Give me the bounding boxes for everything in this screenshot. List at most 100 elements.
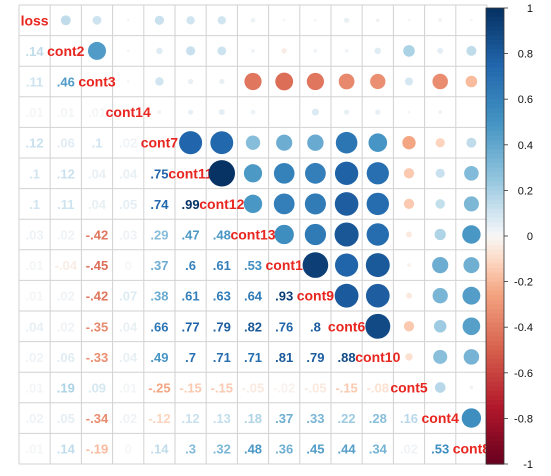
diagonal-label-loss: loss — [21, 12, 49, 28]
corr-circle-cont3-cont11 — [187, 78, 194, 85]
corr-value-cont8-cont11: .3 — [185, 442, 196, 457]
corr-value-cont9-cont12: .63 — [213, 289, 231, 304]
colorbar-segment — [486, 222, 504, 228]
corr-value-cont6-cont9: .8 — [310, 319, 321, 334]
corr-circle-cont1-cont6 — [335, 253, 359, 277]
diagonal-label-cont12: cont12 — [199, 196, 244, 212]
colorbar-segment — [486, 208, 504, 214]
corr-circle-cont7-cont6 — [335, 131, 358, 154]
colorbar-segment — [486, 8, 504, 14]
corr-value-cont10-cont1: .81 — [275, 350, 293, 365]
corr-circle-cont2-cont12 — [217, 46, 227, 56]
corr-value-cont5-cont13: -.05 — [242, 381, 264, 396]
corr-circle-loss-cont3 — [92, 15, 102, 25]
corr-circle-cont14-cont9 — [311, 108, 319, 116]
corr-value-cont7-cont14: .02 — [119, 136, 137, 151]
corr-value-cont4-cont2: .05 — [57, 411, 75, 426]
corr-value-cont4-cont12: .13 — [213, 411, 231, 426]
colorbar-tick-label: -0.8 — [514, 413, 533, 425]
colorbar-segment — [486, 94, 504, 100]
corr-circle-cont7-cont9 — [307, 134, 324, 151]
corr-circle-cont3-cont1 — [275, 72, 294, 91]
corr-value-cont5-loss: .01 — [26, 381, 44, 396]
corr-value-cont4-cont11: .12 — [182, 411, 200, 426]
corr-circle-loss-cont9 — [314, 18, 317, 22]
corr-value-cont13-cont3: -.42 — [86, 228, 108, 243]
corr-circle-cont7-cont13 — [245, 135, 261, 150]
corr-value-cont13-cont14: .03 — [119, 228, 137, 243]
colorbar-segment — [486, 454, 504, 461]
corr-value-cont2-loss: .14 — [26, 44, 45, 59]
corr-circle-cont13-cont4 — [434, 228, 446, 241]
corr-circle-cont1-cont8 — [463, 257, 480, 274]
corr-value-cont5-cont1: -.02 — [273, 381, 295, 396]
colorbar-segment — [486, 76, 504, 82]
corr-circle-cont2-cont5 — [403, 45, 415, 57]
corr-value-cont7-loss: .12 — [26, 136, 44, 151]
corr-circle-loss-cont8 — [470, 18, 473, 22]
colorbar-segment — [486, 71, 504, 77]
corr-value-cont7-cont3: .1 — [92, 136, 103, 151]
colorbar-segment — [486, 322, 504, 328]
corr-circle-loss-cont11 — [186, 16, 195, 25]
colorbar-segment — [486, 240, 504, 246]
colorbar-segment — [486, 336, 504, 342]
colorbar-segment — [486, 30, 504, 36]
colorbar-segment — [486, 272, 504, 278]
corr-circle-cont5-cont8 — [469, 385, 474, 390]
corr-value-cont9-cont7: .38 — [150, 289, 168, 304]
colorbar-segment — [486, 327, 504, 333]
diagonal-label-cont3: cont3 — [78, 74, 116, 90]
colorbar-segment — [486, 181, 504, 187]
corr-value-cont6-cont12: .79 — [213, 319, 231, 334]
colorbar-segment — [486, 432, 504, 438]
colorbar-segment — [486, 172, 504, 178]
corr-circle-cont11-cont12 — [208, 160, 236, 187]
diagonal-label-cont4: cont4 — [422, 410, 460, 426]
corr-circle-cont14-cont11 — [187, 109, 194, 115]
corr-value-cont8-cont9: .45 — [306, 442, 324, 457]
colorbar-segment — [486, 217, 504, 223]
colorbar-segment — [486, 131, 504, 137]
corr-circle-cont7-cont12 — [210, 131, 234, 155]
colorbar-segment — [486, 117, 504, 123]
corr-circle-cont14-cont8 — [470, 111, 472, 113]
corr-value-cont4-cont9: .33 — [306, 411, 324, 426]
colorbar-segment — [486, 445, 504, 451]
colorbar-segment — [486, 144, 504, 150]
corr-value-cont11-cont14: .04 — [119, 166, 138, 181]
colorbar-segment — [486, 149, 504, 155]
corr-value-cont4-cont10: .28 — [369, 411, 387, 426]
corr-circle-cont2-cont8 — [466, 45, 477, 56]
corr-circle-loss-cont6 — [343, 17, 350, 23]
corr-value-cont10-cont7: .49 — [150, 350, 168, 365]
corr-value-cont12-cont2: .11 — [57, 197, 74, 212]
corr-circle-cont13-cont9 — [304, 223, 327, 246]
corr-value-cont9-cont1: .93 — [275, 289, 293, 304]
diagonal-label-cont1: cont1 — [266, 257, 304, 273]
colorbar-segment — [486, 263, 504, 269]
corr-value-cont1-cont14: 0 — [125, 258, 132, 273]
colorbar-segment — [486, 331, 504, 337]
corr-circle-cont12-cont4 — [435, 199, 445, 209]
colorbar-segment — [486, 313, 504, 319]
colorbar-segment — [486, 295, 504, 301]
corr-circle-cont14-cont6 — [343, 109, 350, 115]
colorbar-segment — [486, 459, 504, 465]
corr-value-cont5-cont6: -.15 — [335, 381, 357, 396]
corr-circle-cont14-cont7 — [157, 110, 162, 114]
corr-circle-cont12-cont9 — [304, 193, 326, 215]
colorbar-tick-label: 0.2 — [518, 185, 533, 197]
diagonal-label-cont7: cont7 — [141, 135, 179, 151]
colorbar-segment — [486, 304, 504, 310]
corr-value-cont10-cont3: -.33 — [86, 350, 108, 365]
colorbar-segment — [486, 103, 504, 109]
corr-circle-cont7-cont5 — [402, 136, 416, 150]
colorbar-tick-label: -0.6 — [514, 368, 533, 380]
corr-value-cont4-loss: .02 — [26, 411, 44, 426]
corr-value-cont5-cont9: -.05 — [304, 381, 326, 396]
colorbar-segment — [486, 58, 504, 64]
matrix-cells: loss.14 cont2.11.46 cont3.01.01.01 cont14.1… — [21, 12, 491, 456]
diagonal-label-cont11: cont11 — [168, 165, 213, 181]
corr-value-cont10-cont9: .79 — [306, 350, 324, 365]
